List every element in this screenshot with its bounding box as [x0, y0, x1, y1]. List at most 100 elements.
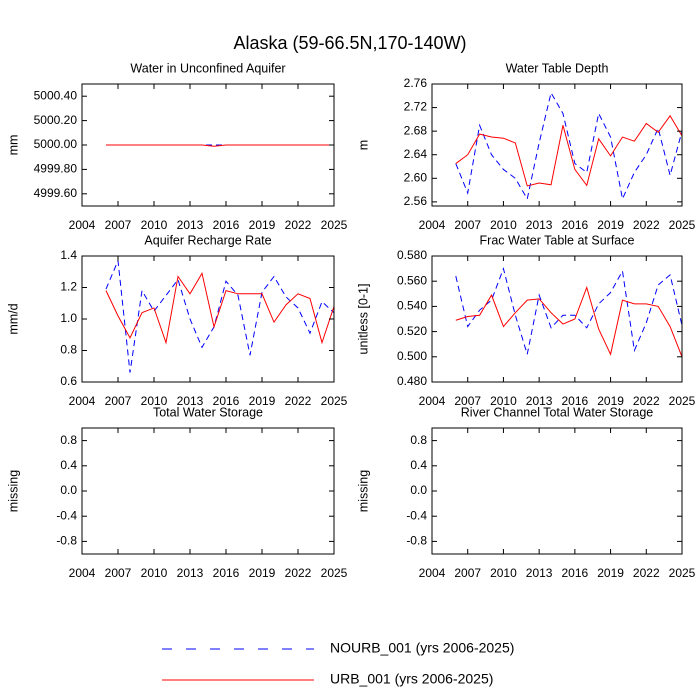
panel-title: Total Water Storage	[153, 405, 263, 419]
x-tick-label: 2010	[490, 394, 517, 408]
panel: Water in Unconfined Aquifer mm 2004 2007 201…	[6, 61, 347, 232]
series-line	[455, 114, 682, 187]
x-tick-label: 2022	[633, 218, 660, 232]
y-tick-label: 0.580	[397, 248, 427, 262]
x-tick-label: 2019	[249, 218, 276, 232]
x-tick-label: 2019	[597, 566, 624, 580]
x-tick-label: 2016	[213, 218, 240, 232]
x-tick-label: 2013	[526, 218, 553, 232]
x-tick-label: 2022	[633, 394, 660, 408]
x-tick-label: 2013	[526, 566, 553, 580]
x-tick-label: 2007	[105, 566, 132, 580]
y-tick-label: 2.60	[404, 170, 428, 184]
y-tick-label: -0.8	[56, 534, 77, 548]
plot-frame	[81, 427, 335, 555]
x-tick-label: 2010	[490, 218, 517, 232]
x-tick-label: 2004	[69, 218, 96, 232]
figure-title: Alaska (59-66.5N,170-140W)	[233, 33, 466, 53]
x-tick-label: 2004	[69, 566, 96, 580]
plot-area	[455, 91, 682, 201]
y-tick-label: 5000.00	[34, 137, 78, 151]
y-tick-label: 0.8	[60, 433, 77, 447]
y-tick-label: 5000.20	[34, 113, 78, 127]
x-tick-label: 2004	[69, 394, 96, 408]
x-tick-label: 2004	[419, 394, 446, 408]
plot-area	[455, 266, 682, 357]
x-tick-label: 2019	[597, 394, 624, 408]
y-axis-label: mm/d	[6, 303, 20, 334]
series-line	[455, 91, 682, 201]
x-tick-label: 2007	[105, 394, 132, 408]
x-tick-label: 2022	[633, 566, 660, 580]
series-line	[455, 266, 682, 355]
legend: NOURB_001 (yrs 2006-2025) URB_001 (yrs 20…	[162, 640, 514, 687]
y-tick-label: 0.4	[60, 458, 77, 472]
y-tick-label: 0.480	[397, 374, 427, 388]
x-tick-label: 2019	[249, 566, 276, 580]
x-tick-label: 2019	[249, 394, 276, 408]
plot-area	[106, 144, 334, 147]
x-tick-label: 2010	[490, 566, 517, 580]
y-tick-label: -0.4	[56, 508, 77, 522]
y-tick-label: 1.4	[60, 248, 77, 262]
panel: River Channel Total Water Storage missing…	[356, 405, 695, 580]
panel-title: Water Table Depth	[506, 61, 609, 75]
y-tick-label: 0.520	[397, 324, 427, 338]
panel-title: River Channel Total Water Storage	[461, 405, 654, 419]
panel-title: Frac Water Table at Surface	[480, 233, 635, 247]
panel: Frac Water Table at Surface unitless [0-1…	[356, 233, 695, 408]
y-tick-label: 1.0	[60, 311, 77, 325]
x-tick-label: 2013	[177, 566, 204, 580]
x-tick-label: 2016	[562, 394, 589, 408]
y-axis-label: missing	[6, 470, 20, 512]
plot-frame	[431, 83, 683, 207]
x-tick-label: 2022	[285, 218, 312, 232]
x-tick-label: 2007	[454, 394, 481, 408]
x-tick-label: 2013	[177, 218, 204, 232]
x-tick-label: 2016	[213, 394, 240, 408]
y-axis-label: mm	[6, 135, 20, 156]
y-axis-label: missing	[356, 470, 370, 512]
y-axis-label: m	[356, 140, 370, 150]
x-tick-label: 2025	[669, 394, 696, 408]
y-tick-label: 2.76	[404, 76, 428, 90]
y-tick-label: 0.0	[60, 483, 77, 497]
y-tick-label: 2.72	[404, 100, 428, 114]
panel: Aquifer Recharge Rate mm/d 2004 2007 2010 201…	[6, 233, 347, 408]
x-tick-label: 2016	[213, 566, 240, 580]
x-tick-label: 2016	[562, 218, 589, 232]
series-line	[106, 144, 334, 147]
y-tick-label: 4999.80	[34, 162, 78, 176]
y-tick-label: 0.540	[397, 299, 427, 313]
y-tick-label: 4999.60	[34, 186, 78, 200]
x-tick-label: 2004	[419, 218, 446, 232]
x-tick-label: 2007	[105, 218, 132, 232]
panel: Total Water Storage missing 2004 2007 2010 20…	[6, 405, 347, 580]
y-tick-label: 2.64	[404, 147, 428, 161]
x-tick-label: 2010	[141, 394, 168, 408]
series-line	[455, 285, 682, 357]
y-tick-label: 0.560	[397, 273, 427, 287]
panel-title: Water in Unconfined Aquifer	[130, 61, 285, 75]
x-tick-label: 2019	[597, 218, 624, 232]
plot-area	[105, 258, 334, 373]
y-tick-label: 0.4	[410, 458, 427, 472]
x-tick-label: 2025	[321, 394, 348, 408]
y-tick-label: 5000.40	[34, 88, 78, 102]
panel: Water Table Depth m 2004 2007 2010 2013 2016 20…	[356, 61, 695, 232]
x-tick-label: 2025	[321, 218, 348, 232]
y-tick-label: 2.68	[404, 123, 428, 137]
x-tick-label: 2025	[669, 566, 696, 580]
x-tick-label: 2016	[562, 566, 589, 580]
y-tick-label: 0.0	[410, 483, 427, 497]
x-tick-label: 2013	[526, 394, 553, 408]
x-tick-label: 2025	[669, 218, 696, 232]
x-tick-label: 2010	[141, 566, 168, 580]
y-tick-label: 0.6	[60, 374, 77, 388]
plot-frame	[431, 427, 683, 555]
x-tick-label: 2007	[454, 218, 481, 232]
y-tick-label: 0.500	[397, 349, 427, 363]
y-tick-label: 0.8	[410, 433, 427, 447]
x-tick-label: 2013	[177, 394, 204, 408]
